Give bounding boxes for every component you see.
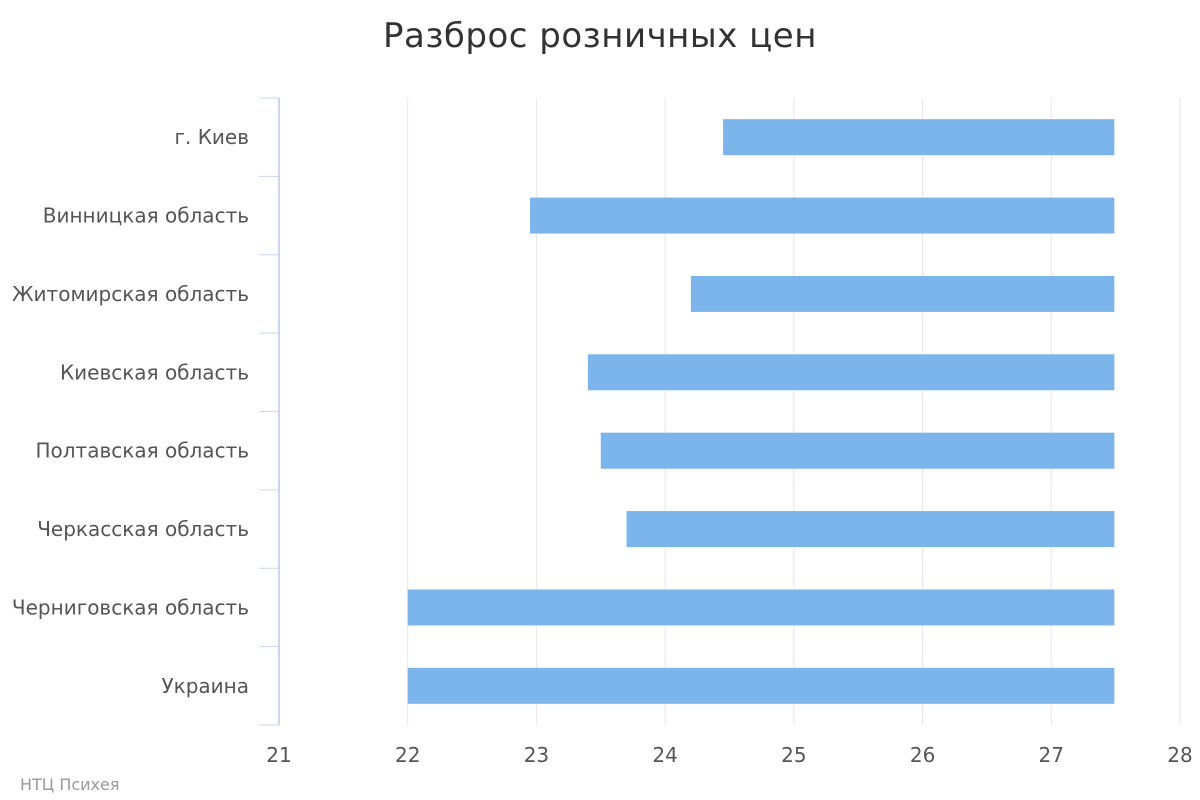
range-bar[interactable] xyxy=(407,667,1115,704)
credit-text[interactable]: НТЦ Психея xyxy=(20,775,119,794)
x-tick-label: 21 xyxy=(266,743,291,767)
x-tick-label: 27 xyxy=(1039,743,1064,767)
category-label: Украина xyxy=(161,674,249,698)
chart-title: Разброс розничных цен xyxy=(383,16,817,56)
grid-layer xyxy=(407,98,1181,725)
category-axis xyxy=(259,97,280,726)
range-bar[interactable] xyxy=(587,354,1115,391)
x-tick-labels: 21 22 23 24 25 26 27 28 xyxy=(266,743,1192,767)
x-tick-label: 25 xyxy=(781,743,806,767)
bar-layer xyxy=(407,119,1115,704)
category-label: Киевская область xyxy=(60,360,249,384)
x-tick-label: 26 xyxy=(910,743,935,767)
range-bar[interactable] xyxy=(690,275,1115,312)
category-label: г. Киев xyxy=(174,125,249,149)
range-bar[interactable] xyxy=(529,197,1115,234)
range-bar[interactable] xyxy=(723,119,1115,156)
category-labels: г. Киев Винницкая область Житомирская обла… xyxy=(12,125,249,698)
range-bar[interactable] xyxy=(600,432,1115,469)
range-bar[interactable] xyxy=(626,511,1115,548)
category-label: Полтавская область xyxy=(35,439,249,463)
category-label: Черниговская область xyxy=(12,595,249,619)
x-tick-label: 23 xyxy=(524,743,549,767)
category-label: Винницкая область xyxy=(43,204,249,228)
category-label: Житомирская область xyxy=(12,282,249,306)
category-label: Черкасская область xyxy=(37,517,249,541)
x-tick-label: 24 xyxy=(652,743,677,767)
x-tick-label: 22 xyxy=(395,743,420,767)
range-bar[interactable] xyxy=(407,589,1115,626)
x-tick-label: 28 xyxy=(1167,743,1192,767)
